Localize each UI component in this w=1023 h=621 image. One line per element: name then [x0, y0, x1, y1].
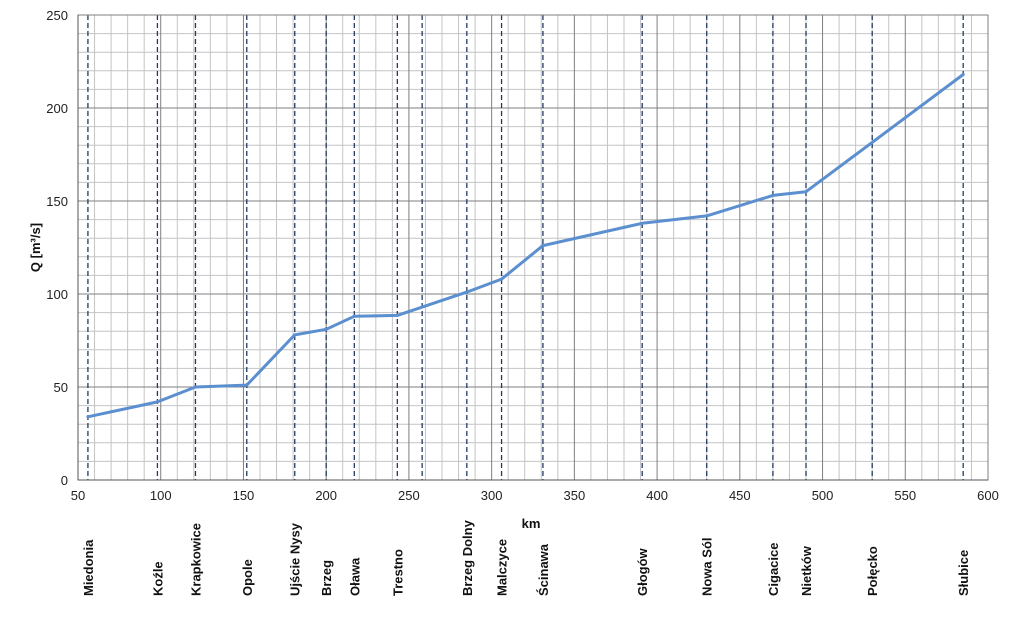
station-label: Słubice — [956, 550, 971, 596]
plot-background — [78, 15, 988, 480]
data-point — [804, 190, 808, 194]
y-tick-label: 100 — [46, 287, 68, 302]
data-point — [155, 400, 159, 404]
station-label: Oława — [347, 557, 362, 596]
y-tick-label: 150 — [46, 194, 68, 209]
data-point — [465, 290, 469, 294]
y-tick-label: 50 — [54, 380, 68, 395]
data-point — [245, 383, 249, 387]
x-tick-label: 400 — [646, 488, 668, 503]
x-tick-label: 600 — [977, 488, 999, 503]
y-tick-label: 0 — [61, 473, 68, 488]
x-tick-label: 550 — [894, 488, 916, 503]
data-point — [640, 221, 644, 225]
x-tick-label: 350 — [564, 488, 586, 503]
station-markers — [87, 15, 964, 480]
station-label: Krapkowice — [188, 523, 203, 596]
data-point — [352, 314, 356, 318]
x-tick-label: 300 — [481, 488, 503, 503]
station-label: Trestno — [390, 549, 405, 596]
data-point — [961, 73, 965, 77]
x-axis-title: km — [522, 516, 541, 531]
data-point — [541, 244, 545, 248]
data-point — [324, 327, 328, 331]
x-tick-label: 250 — [398, 488, 420, 503]
data-point — [771, 193, 775, 197]
y-axis-title: Q [m³/s] — [28, 223, 43, 272]
station-label: Koźle — [150, 561, 165, 596]
x-tick-label: 500 — [812, 488, 834, 503]
station-label: Ścinawa — [536, 543, 551, 596]
series-line — [86, 73, 965, 419]
data-point — [86, 415, 90, 419]
x-tick-label: 150 — [233, 488, 255, 503]
data-point — [395, 313, 399, 317]
data-point — [500, 277, 504, 281]
plot-area — [78, 15, 988, 480]
data-point — [705, 214, 709, 218]
station-label: Miedonia — [81, 539, 96, 596]
labels: 50 100 150 200 250 300 350 400 450 500 550 60005010… — [28, 8, 999, 596]
y-tick-label: 250 — [46, 8, 68, 23]
station-label: Nowa Sól — [700, 537, 715, 596]
data-point — [293, 333, 297, 337]
x-tick-label: 200 — [315, 488, 337, 503]
y-tick-label: 200 — [46, 101, 68, 116]
axes — [77, 14, 989, 481]
x-tick-label: 50 — [71, 488, 85, 503]
station-label: Ujście Nysy — [288, 522, 303, 596]
station-label: Malczyce — [495, 539, 510, 596]
station-label: Opole — [240, 559, 255, 596]
station-label: Głogów — [635, 547, 650, 596]
station-label: Brzeg — [319, 560, 334, 596]
station-label: Cigacice — [766, 543, 781, 596]
station-label: Nietków — [799, 545, 814, 596]
station-label: Brzeg Dolny — [460, 519, 475, 596]
data-point — [193, 385, 197, 389]
series — [86, 73, 965, 419]
x-tick-label: 100 — [150, 488, 172, 503]
station-label: Połęcko — [865, 546, 880, 596]
x-tick-label: 450 — [729, 488, 751, 503]
